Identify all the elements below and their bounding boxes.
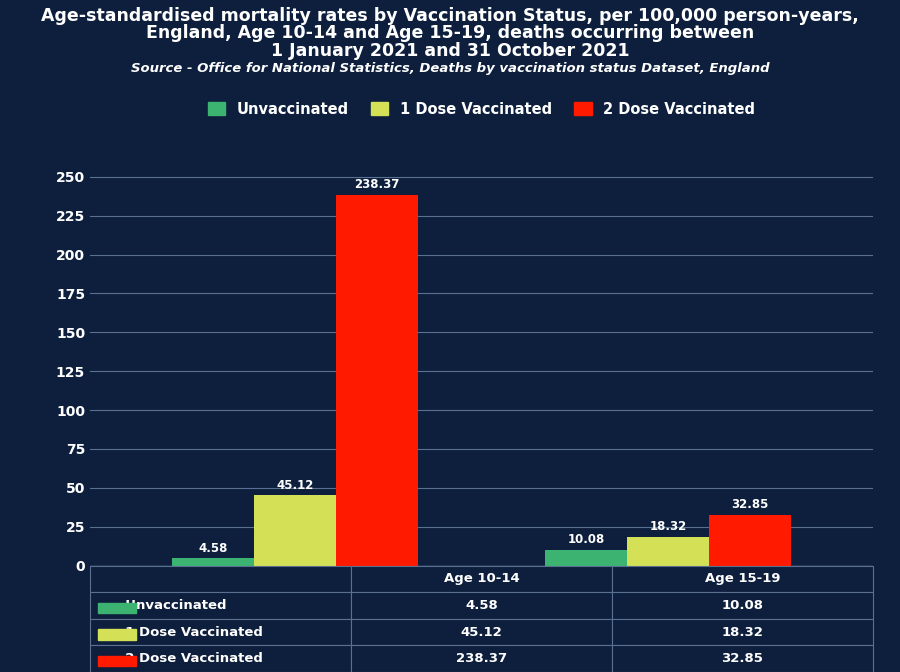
Bar (98, 629, 136, 640)
Bar (98, 656, 136, 666)
Text: 32.85: 32.85 (732, 498, 769, 511)
Text: Source - Office for National Statistics, Deaths by vaccination status Dataset, E: Source - Office for National Statistics,… (130, 62, 770, 75)
Bar (336, 195, 418, 566)
Bar (98, 603, 136, 613)
Text: 1 January 2021 and 31 October 2021: 1 January 2021 and 31 October 2021 (271, 42, 629, 60)
Bar (172, 558, 254, 566)
Text: England, Age 10-14 and Age 15-19, deaths occurring between: England, Age 10-14 and Age 15-19, deaths… (146, 24, 754, 42)
Text: Age-standardised mortality rates by Vaccination Status, per 100,000 person-years: Age-standardised mortality rates by Vacc… (41, 7, 859, 25)
Bar (544, 550, 627, 566)
Bar (254, 495, 336, 566)
Bar (627, 537, 709, 566)
Bar (709, 515, 791, 566)
Text: 45.12: 45.12 (276, 478, 314, 491)
Text: 18.32: 18.32 (649, 520, 687, 533)
Text: 10.08: 10.08 (567, 533, 605, 546)
Text: 4.58: 4.58 (198, 542, 228, 554)
Text: 238.37: 238.37 (355, 178, 400, 191)
Legend: Unvaccinated, 1 Dose Vaccinated, 2 Dose Vaccinated: Unvaccinated, 1 Dose Vaccinated, 2 Dose … (202, 96, 761, 122)
